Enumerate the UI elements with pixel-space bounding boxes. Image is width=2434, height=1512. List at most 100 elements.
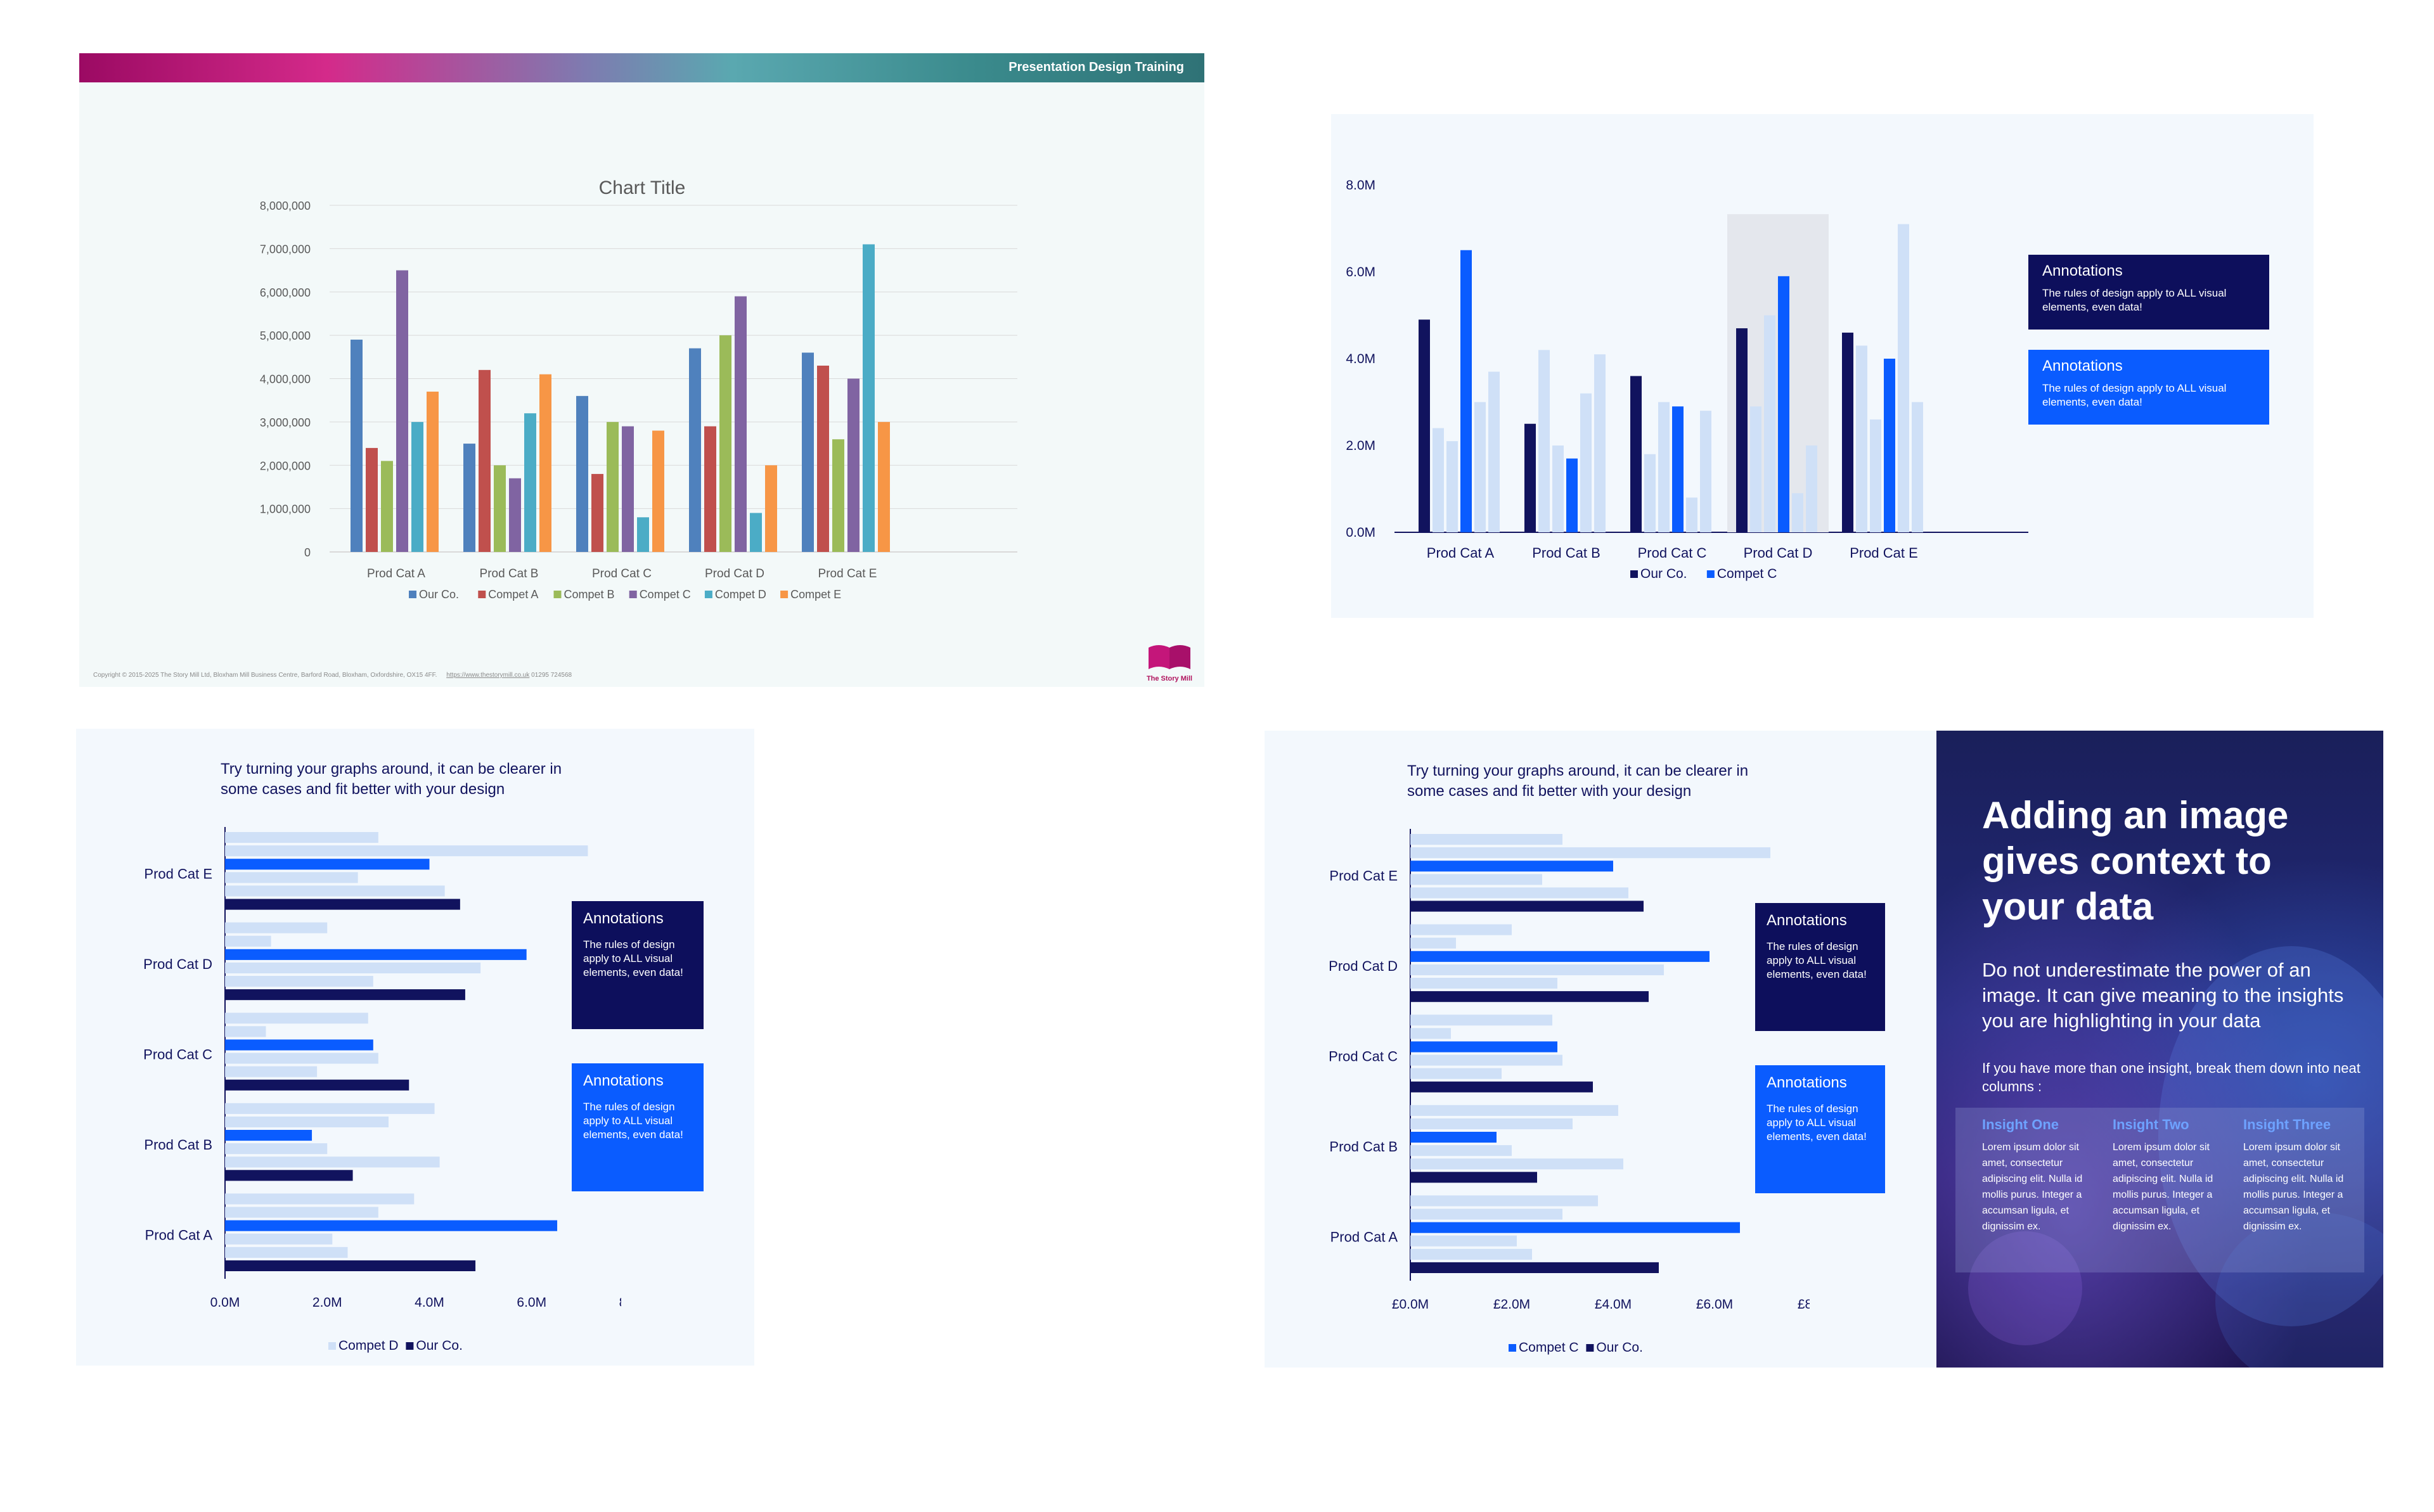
legend-entry: Compet D	[715, 588, 766, 601]
copyright-text: Copyright © 2015-2025 The Story Mill Ltd…	[93, 672, 437, 679]
bar-compet-a	[817, 365, 829, 552]
insight-body: Lorem ipsum dolor sit amet, consectetur …	[2243, 1142, 2344, 1232]
x-tick-label: £4.0M	[1595, 1297, 1632, 1312]
bar-compet-b	[494, 465, 506, 552]
bar-our-co-	[1410, 1172, 1537, 1183]
legend-entry: Compet C	[1519, 1340, 1579, 1355]
y-tick-label: 6.0M	[1346, 265, 1375, 279]
legend-entry: Compet A	[488, 588, 538, 601]
y-category-label: Prod Cat D	[1329, 958, 1398, 974]
bar-compet-a	[1538, 350, 1550, 532]
bar-compet-b	[1410, 1145, 1512, 1156]
y-tick-label: 0	[304, 546, 311, 559]
bar-compet-e	[1488, 371, 1500, 532]
y-tick-label: 5,000,000	[260, 330, 311, 342]
insight-title: Insight One	[1982, 1117, 2059, 1132]
bar-our-co-	[463, 444, 475, 552]
bar-compet-c	[847, 378, 860, 552]
y-category-label: Prod Cat B	[1329, 1139, 1398, 1155]
x-tick-label: 6.0M	[517, 1295, 546, 1310]
bar-compet-d	[524, 413, 536, 552]
bar-compet-c	[1410, 951, 1710, 962]
x-category-label: Prod Cat C	[592, 567, 652, 580]
annotation-box-blue: Annotations The rules of design apply to…	[572, 1063, 704, 1191]
bar-our-co-	[1736, 328, 1748, 532]
bar-compet-a	[1410, 887, 1628, 899]
insight-column: Insight Two Lorem ipsum dolor sit amet, …	[2113, 1117, 2233, 1234]
legend-entry: Compet D	[338, 1338, 399, 1353]
bar-compet-d	[1580, 393, 1592, 532]
bar-compet-b	[381, 461, 393, 552]
bar-compet-b	[1870, 419, 1881, 532]
y-category-label: Prod Cat A	[145, 1227, 213, 1243]
bar-our-co-	[225, 1260, 476, 1271]
bar-compet-b	[225, 872, 358, 883]
bar-compet-e	[1594, 354, 1606, 532]
story-mill-logo: The Story Mill	[1141, 643, 1198, 682]
slide-horizontal-chart: Try turning your graphs around, it can b…	[76, 729, 754, 1366]
slide-default-chart: Presentation Design Training Chart Title…	[79, 53, 1204, 687]
bar-compet-b	[225, 1233, 333, 1245]
legend-entry: Our Co.	[416, 1338, 463, 1353]
bar-compet-a	[225, 1066, 318, 1077]
annotation-body: The rules of design apply to ALL visual …	[1767, 940, 1867, 980]
bar-our-co-	[225, 989, 465, 1001]
bar-compet-d	[225, 935, 271, 947]
x-category-label: Prod Cat D	[705, 567, 764, 580]
bar-compet-e	[427, 392, 439, 552]
bar-compet-c	[1410, 861, 1613, 872]
bar-our-co-	[1410, 1081, 1593, 1092]
subtext: Do not underestimate the power of an ima…	[1982, 959, 2344, 1032]
annotation-title: Annotations	[2042, 357, 2123, 375]
website-link[interactable]: https://www.thestorymill.co.uk	[446, 672, 530, 679]
legend-swatch	[1706, 570, 1715, 578]
bar-compet-e	[878, 421, 890, 552]
legend-swatch	[406, 1342, 414, 1350]
legend-swatch	[409, 591, 416, 598]
legend-entry: Our Co.	[419, 588, 459, 601]
x-tick-label: 0.0M	[210, 1295, 240, 1310]
bar-compet-c	[1410, 1041, 1557, 1053]
x-category-label: Prod Cat E	[818, 567, 877, 580]
bar-compet-d	[1410, 937, 1456, 949]
legend-swatch	[1586, 1344, 1594, 1352]
bar-our-co-	[1410, 900, 1644, 912]
annotation-box-dark: Annotations The rules of design apply to…	[572, 901, 704, 1029]
bar-chart-horizontal: 0.0M 2.0M 4.0M 6.0M 8.0M Prod Cat A Prod Cat B…	[143, 827, 621, 1353]
bar-compet-a	[1410, 1248, 1532, 1260]
x-tick-label: £0.0M	[1392, 1297, 1429, 1312]
headline: Adding an image gives context to your da…	[1982, 794, 2289, 928]
bar-compet-b	[1552, 445, 1564, 532]
bar-our-co-	[1410, 991, 1649, 1003]
copyright-footer: Copyright © 2015-2025 The Story Mill Ltd…	[93, 672, 572, 679]
bar-our-co-	[1410, 1262, 1659, 1273]
bar-our-co-	[1524, 423, 1536, 532]
bar-compet-b	[1410, 1235, 1517, 1246]
bar-compet-a	[1410, 978, 1557, 989]
bar-compet-e	[1806, 445, 1817, 532]
bar-compet-e	[1912, 402, 1923, 532]
bar-compet-a	[225, 976, 373, 987]
y-category-label: Prod Cat A	[1330, 1229, 1398, 1245]
insight-column: Insight Three Lorem ipsum dolor sit amet…	[2243, 1117, 2364, 1234]
bar-compet-b	[1764, 315, 1775, 532]
bar-compet-b	[1410, 964, 1664, 975]
bar-chart-horizontal-currency: £0.0M £2.0M £4.0M £6.0M £8.0M Prod Cat A Prod …	[1329, 829, 1810, 1355]
bar-compet-d	[637, 517, 649, 552]
bar-compet-a	[1410, 1158, 1623, 1170]
y-tick-label: 6,000,000	[260, 286, 311, 299]
legend-entry: Compet C	[640, 588, 691, 601]
bar-compet-b	[1410, 874, 1542, 885]
bar-compet-d	[1898, 224, 1909, 532]
y-tick-label: 7,000,000	[260, 243, 311, 255]
bar-compet-e	[225, 1193, 415, 1205]
x-tick-label: £2.0M	[1493, 1297, 1530, 1312]
legend-entry: Our Co.	[1596, 1340, 1643, 1355]
bar-compet-b	[225, 1053, 378, 1064]
annotation-body: The rules of design apply to ALL visual …	[2042, 287, 2227, 313]
y-tick-label: 2,000,000	[260, 459, 311, 472]
bar-compet-d	[1686, 497, 1697, 532]
bar-compet-a	[1644, 454, 1656, 532]
bar-compet-d	[1474, 402, 1486, 532]
y-category-label: Prod Cat C	[143, 1047, 212, 1063]
